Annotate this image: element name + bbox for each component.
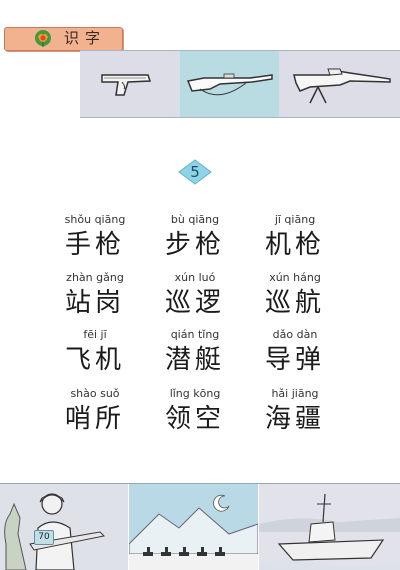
word-hanzi: 手枪 — [64, 230, 125, 260]
word-item: xún luó 巡逻 — [145, 271, 245, 321]
mounted-patrol-illustration — [129, 484, 258, 570]
word-pinyin: xún háng — [269, 271, 321, 284]
rifle-illustration — [180, 51, 279, 117]
word-item: xún háng 巡航 — [245, 271, 345, 321]
word-pinyin: fēi jī — [83, 328, 107, 341]
word-hanzi: 海疆 — [264, 404, 325, 434]
word-pinyin: hǎi jiāng — [271, 387, 319, 400]
page-number: 70 — [34, 530, 54, 545]
word-hanzi: 导弹 — [264, 345, 325, 375]
word-hanzi: 飞机 — [64, 345, 125, 375]
word-hanzi: 巡航 — [264, 288, 325, 318]
word-item: shào suǒ 哨所 — [45, 387, 145, 437]
word-item: dǎo dàn 导弹 — [245, 328, 345, 378]
word-item: bù qiāng 步枪 — [145, 213, 245, 263]
word-pinyin: lǐng kōng — [169, 387, 221, 400]
word-pinyin: xún luó — [174, 271, 216, 284]
word-pinyin: dǎo dàn — [272, 328, 318, 341]
lesson-number: 5 — [190, 163, 200, 181]
word-item: qián tǐng 潜艇 — [145, 328, 245, 378]
word-item: shǒu qiāng 手枪 — [45, 213, 145, 263]
word-item: hǎi jiāng 海疆 — [245, 387, 345, 437]
word-pinyin: qián tǐng — [170, 328, 220, 341]
word-pinyin: zhàn gǎng — [66, 271, 124, 284]
warship-illustration — [259, 484, 400, 570]
pistol-illustration — [80, 51, 179, 117]
machine-gun-illustration — [280, 51, 400, 117]
flower-icon — [35, 30, 51, 47]
word-hanzi: 哨所 — [64, 404, 125, 434]
word-hanzi: 站岗 — [64, 288, 125, 318]
lesson-number-badge — [178, 159, 212, 185]
word-item: fēi jī 飞机 — [45, 328, 145, 378]
bottom-picture-strip — [0, 483, 400, 570]
word-hanzi: 潜艇 — [164, 345, 225, 375]
word-pinyin: shǒu qiāng — [64, 213, 126, 226]
word-item: jī qiāng 机枪 — [245, 213, 345, 263]
word-hanzi: 机枪 — [264, 230, 325, 260]
word-pinyin: bù qiāng — [170, 213, 220, 226]
word-hanzi: 巡逻 — [164, 288, 225, 318]
weapon-picture-strip — [80, 50, 400, 118]
soldier-illustration — [0, 484, 128, 570]
word-item: lǐng kōng 领空 — [145, 387, 245, 437]
word-pinyin: shào suǒ — [70, 387, 120, 400]
word-item: zhàn gǎng 站岗 — [45, 271, 145, 321]
word-hanzi: 领空 — [164, 404, 225, 434]
section-title: 识字 — [64, 29, 107, 47]
section-header-tab — [4, 27, 123, 51]
word-pinyin: jī qiāng — [274, 213, 316, 226]
word-hanzi: 步枪 — [164, 230, 225, 260]
